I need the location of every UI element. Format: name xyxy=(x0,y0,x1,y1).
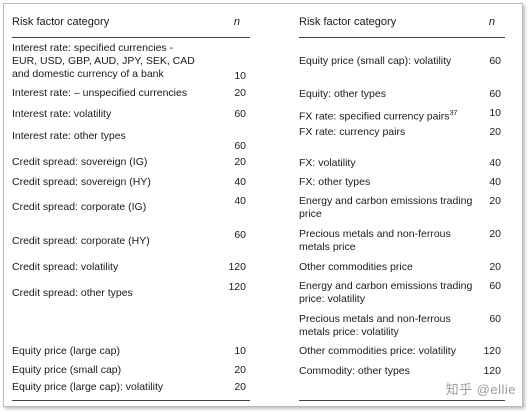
row-value: 20 xyxy=(489,126,501,138)
row-label: Other commodities price xyxy=(299,261,413,273)
row-label: Other commodities price: volatility xyxy=(299,345,456,357)
row-label: Precious metals and non-ferrous metals p… xyxy=(299,228,451,253)
row-value: 120 xyxy=(228,281,246,293)
row-label: Interest rate: volatility xyxy=(12,108,112,120)
row-value: 120 xyxy=(483,345,501,357)
row-value: 40 xyxy=(489,157,501,169)
row-value: 20 xyxy=(234,87,246,99)
row-label: FX rate: currency pairs xyxy=(299,126,406,138)
row-label: Equity price (large cap): volatility xyxy=(12,381,164,393)
row-value: 60 xyxy=(489,55,501,67)
left-header-n: n xyxy=(233,16,240,28)
row-label-text: FX rate: specified currency pairs xyxy=(299,110,450,123)
right-header-n: n xyxy=(488,16,495,28)
row-label: Equity: other types xyxy=(299,88,386,100)
footnote-marker: 37 xyxy=(449,110,458,117)
row-label: Energy and carbon emissions trading pric… xyxy=(299,195,473,220)
row-value: 60 xyxy=(489,313,501,325)
row-value: 40 xyxy=(234,176,246,188)
row-label: FX: volatility xyxy=(299,157,356,169)
row-value: 20 xyxy=(234,364,246,376)
left-header: Risk factor category n xyxy=(12,16,250,29)
row-label: FX: other types xyxy=(299,176,371,188)
row-value: 10 xyxy=(234,70,246,82)
row-label: Credit spread: sovereign (HY) xyxy=(12,176,151,188)
row-value: 60 xyxy=(489,88,501,100)
row-label: FX rate: specified currency pairs37 xyxy=(299,107,484,124)
left-bottom-rule xyxy=(12,400,250,401)
row-value: 20 xyxy=(234,381,246,393)
row-label: Precious metals and non-ferrous metals p… xyxy=(299,313,451,338)
row-value: 20 xyxy=(234,156,246,168)
row-value: 20 xyxy=(489,228,501,240)
row-label: Energy and carbon emissions trading pric… xyxy=(299,280,473,305)
row-label: Commodity: other types xyxy=(299,365,410,377)
row-value: 60 xyxy=(234,229,246,241)
row-value: 40 xyxy=(234,195,246,207)
row-value: 60 xyxy=(234,108,246,120)
row-value: 20 xyxy=(489,261,501,273)
row-label: Interest rate: other types xyxy=(12,130,126,142)
right-header: Risk factor category n xyxy=(299,16,505,29)
left-header-rule xyxy=(12,37,250,38)
left-header-category: Risk factor category xyxy=(12,16,110,28)
watermark: 知乎 @ellie xyxy=(445,382,516,397)
right-header-category: Risk factor category xyxy=(299,16,397,28)
right-header-rule xyxy=(299,37,505,38)
row-label: Credit spread: other types xyxy=(12,287,133,299)
row-value: 20 xyxy=(489,195,501,207)
row-value: 120 xyxy=(483,365,501,377)
table-frame: Risk factor category n Interest rate: sp… xyxy=(3,3,523,407)
row-label: Interest rate: – unspecified currencies xyxy=(12,87,188,99)
right-bottom-rule xyxy=(299,400,505,401)
row-value: 120 xyxy=(228,261,246,273)
row-label: Equity price (small cap): volatility xyxy=(299,55,452,67)
row-value: 60 xyxy=(234,140,246,152)
row-label: Credit spread: corporate (IG) xyxy=(12,201,147,213)
row-label: Credit spread: sovereign (IG) xyxy=(12,156,148,168)
row-value: 40 xyxy=(489,176,501,188)
row-label: Equity price (large cap) xyxy=(12,345,120,357)
row-label: Interest rate: specified currencies - EU… xyxy=(12,42,195,80)
row-value: 10 xyxy=(489,107,501,119)
row-label: Credit spread: corporate (HY) xyxy=(12,235,150,247)
row-value: 10 xyxy=(234,345,246,357)
row-label: Credit spread: volatility xyxy=(12,261,119,273)
row-value: 60 xyxy=(489,280,501,292)
row-label: Equity price (small cap) xyxy=(12,364,122,376)
